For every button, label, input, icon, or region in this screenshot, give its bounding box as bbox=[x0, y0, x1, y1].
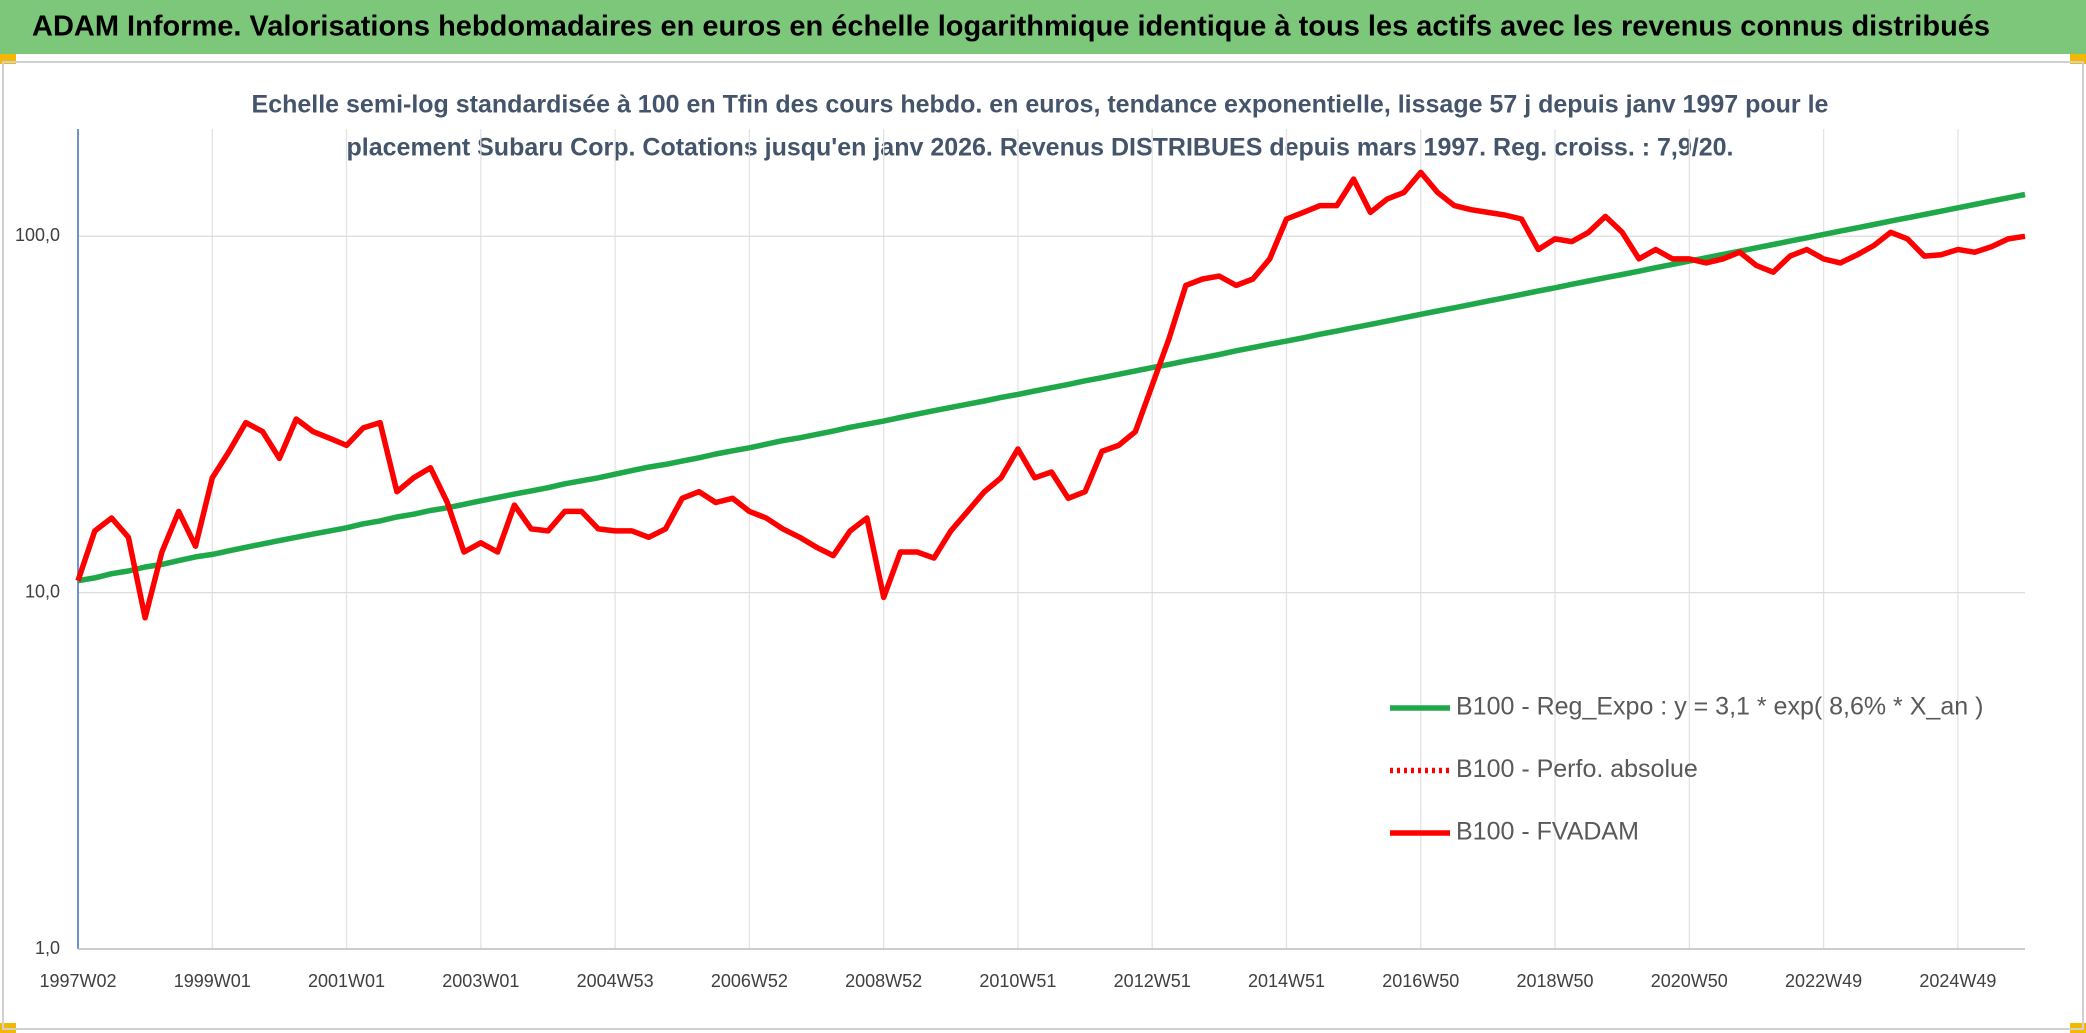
x-tick-label: 2022W49 bbox=[1785, 971, 1862, 991]
data-line bbox=[75, 169, 2026, 621]
corner bbox=[2070, 54, 2086, 64]
y-tick-label: 10,0 bbox=[25, 581, 60, 601]
legend-label: B100 - Reg_Expo : y = 3,1 * exp( 8,6% * … bbox=[1456, 693, 1983, 721]
x-tick-label: 2020W50 bbox=[1651, 971, 1728, 991]
x-tick-label: 2010W51 bbox=[979, 971, 1056, 991]
subtitle: placement Subaru Corp. Cotations jusqu'e… bbox=[347, 134, 1734, 162]
x-tick-label: 2003W01 bbox=[442, 971, 519, 991]
subtitle: Echelle semi-log standardisée à 100 en T… bbox=[252, 91, 1829, 119]
x-tick-label: 2001W01 bbox=[308, 971, 385, 991]
chart-title: ADAM Informe. Valorisations hebdomadaire… bbox=[32, 11, 1990, 43]
x-tick-label: 2014W51 bbox=[1248, 971, 1325, 991]
x-tick-label: 2024W49 bbox=[1919, 971, 1996, 991]
legend-label: B100 - Perfo. absolue bbox=[1456, 755, 1698, 783]
x-tick-label: 2012W51 bbox=[1114, 971, 1191, 991]
header-bar bbox=[0, 0, 2086, 54]
x-tick-label: 2008W52 bbox=[845, 971, 922, 991]
x-tick-label: 2016W50 bbox=[1382, 971, 1459, 991]
y-tick-label: 1,0 bbox=[35, 938, 60, 958]
x-tick-label: 2018W50 bbox=[1517, 971, 1594, 991]
corner bbox=[0, 54, 16, 64]
x-tick-label: 1999W01 bbox=[174, 971, 251, 991]
y-tick-label: 100,0 bbox=[15, 225, 60, 245]
x-tick-label: 2004W53 bbox=[577, 971, 654, 991]
x-tick-label: 2006W52 bbox=[711, 971, 788, 991]
frame bbox=[2, 61, 2084, 1030]
legend-label: B100 - FVADAM bbox=[1456, 818, 1639, 846]
x-tick-label: 1997W02 bbox=[39, 971, 116, 991]
